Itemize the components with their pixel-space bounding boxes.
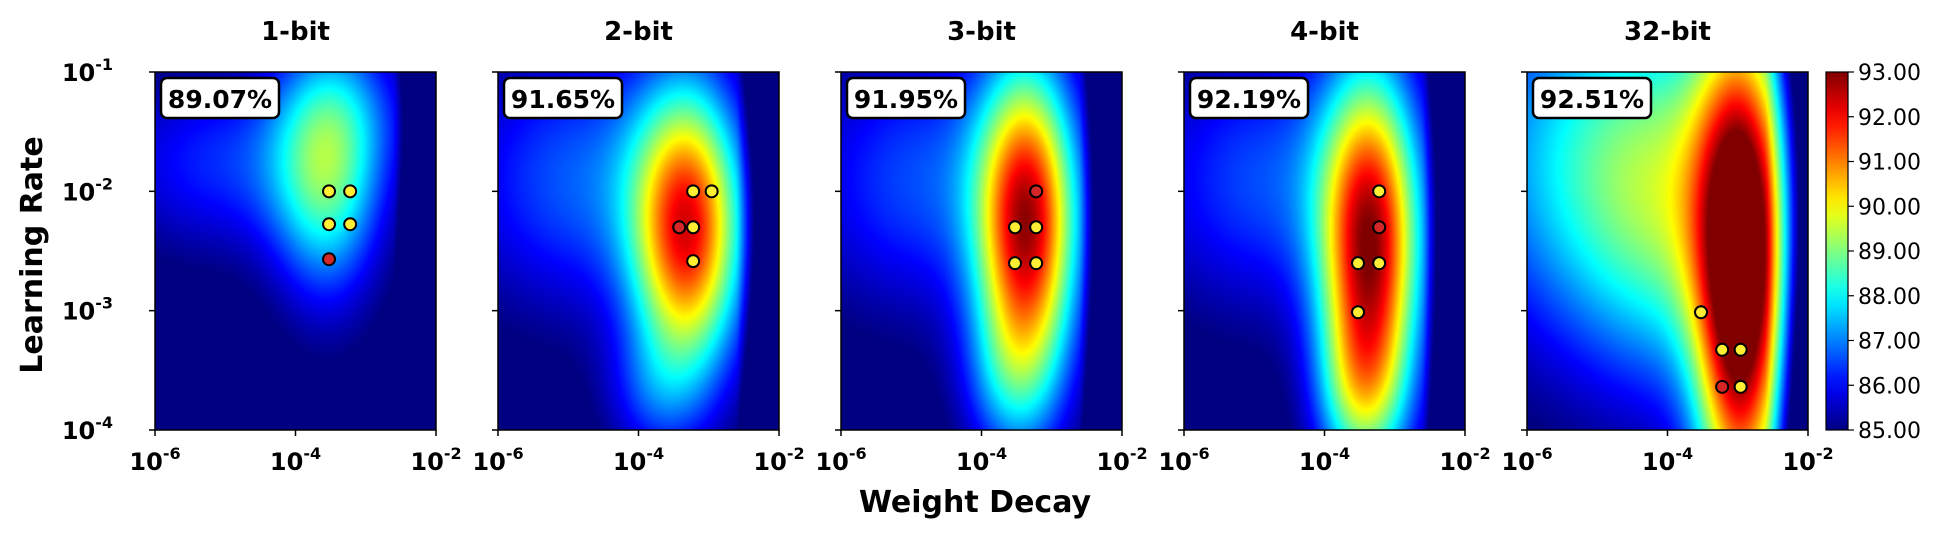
best-accuracy-label: 91.65%	[511, 85, 615, 114]
x-tick-label: 10-6	[1501, 444, 1552, 476]
top-config-point	[343, 217, 358, 232]
colorbar-tick-label: 88.00	[1858, 285, 1921, 310]
best-accuracy-box: 89.07%	[159, 76, 281, 120]
top-config-point	[1733, 342, 1748, 357]
x-axis-label: Weight Decay	[859, 485, 1092, 520]
y-tick-label: 10-4	[62, 413, 113, 445]
best-config-point	[1372, 220, 1387, 235]
panel-title: 4-bit	[1290, 17, 1359, 47]
heatmap-panel: 32-bit 92.51% 10-6 10-4 10-2	[1501, 17, 1833, 476]
best-config-point	[322, 252, 337, 267]
colorbar: 85.00 86.00 87.00 88.00 89.00 90.00 91.00 92.00…	[1825, 61, 1921, 444]
top-config-point	[686, 220, 701, 235]
top-config-point	[1008, 256, 1023, 271]
x-tick-label: 10-2	[1782, 444, 1833, 476]
x-tick-label: 10-4	[613, 444, 664, 476]
top-config-point	[1351, 305, 1366, 320]
colorbar-tick-label: 90.00	[1858, 195, 1921, 220]
best-accuracy-label: 92.51%	[1540, 85, 1644, 114]
y-tick-label: 10-3	[62, 294, 113, 326]
heatmap-surface	[841, 72, 1122, 430]
colorbar-tick-label: 89.00	[1858, 240, 1921, 265]
x-tick-label: 10-6	[815, 444, 866, 476]
y-axis-label: Learning Rate	[15, 136, 50, 373]
y-tick-label: 10-1	[62, 55, 113, 87]
top-config-point	[1029, 220, 1044, 235]
best-accuracy-box: 92.19%	[1188, 76, 1310, 120]
colorbar-tick-label: 85.00	[1858, 419, 1921, 444]
x-tick-label: 10-2	[753, 444, 804, 476]
top-config-point	[343, 184, 358, 199]
colorbar-tick-label: 87.00	[1858, 330, 1921, 355]
best-config-point	[1029, 184, 1044, 199]
top-config-point	[1351, 256, 1366, 271]
best-accuracy-label: 92.19%	[1197, 85, 1301, 114]
panel-title: 2-bit	[604, 17, 673, 47]
top-config-point	[1372, 184, 1387, 199]
panel-title: 1-bit	[261, 17, 330, 47]
colorbar-tick-label: 86.00	[1858, 374, 1921, 399]
x-tick-label: 10-2	[410, 444, 461, 476]
top-config-point	[1733, 379, 1748, 394]
colorbar-tick-label: 91.00	[1858, 151, 1921, 176]
x-tick-label: 10-6	[129, 444, 180, 476]
top-config-point	[322, 184, 337, 199]
heatmap-panel: 1-bit 89.07% 10-6 10-4 10-2 10-4 10-3 10-2 10-1	[62, 17, 462, 476]
best-accuracy-label: 91.95%	[854, 85, 958, 114]
panel-title: 32-bit	[1624, 17, 1711, 47]
y-tick-label: 10-2	[62, 174, 113, 206]
top-config-point	[1008, 220, 1023, 235]
x-tick-label: 10-2	[1439, 444, 1490, 476]
top-config-point	[1372, 256, 1387, 271]
best-accuracy-label: 89.07%	[168, 85, 272, 114]
x-tick-label: 10-4	[1642, 444, 1693, 476]
best-config-point	[1715, 379, 1730, 394]
heatmap-panels: 1-bit 89.07% 10-6 10-4 10-2 10-4 10-3 10-2 10-1 2…	[62, 17, 1834, 476]
heatmap-surface	[1527, 72, 1808, 430]
heatmap-panel: 4-bit 92.19% 10-6 10-4 10-2	[1158, 17, 1490, 476]
top-config-point	[1029, 256, 1044, 271]
x-tick-label: 10-4	[1299, 444, 1350, 476]
best-config-point	[672, 220, 687, 235]
x-tick-label: 10-6	[472, 444, 523, 476]
best-accuracy-box: 91.65%	[502, 76, 624, 120]
top-config-point	[686, 184, 701, 199]
colorbar-tick-label: 93.00	[1858, 61, 1921, 86]
x-tick-label: 10-4	[270, 444, 321, 476]
heatmap-surface	[498, 72, 779, 430]
heatmap-panel: 3-bit 91.95% 10-6 10-4 10-2	[815, 17, 1147, 476]
top-config-point	[322, 217, 337, 232]
top-config-point	[1694, 305, 1709, 320]
top-config-point	[704, 184, 719, 199]
x-tick-label: 10-4	[956, 444, 1007, 476]
colorbar-gradient	[1825, 71, 1849, 431]
heatmap-surface	[155, 72, 436, 430]
heatmap-surface	[1184, 72, 1465, 430]
best-accuracy-box: 91.95%	[845, 76, 967, 120]
top-config-point	[1715, 342, 1730, 357]
colorbar-tick-label: 92.00	[1858, 106, 1921, 131]
x-tick-label: 10-2	[1096, 444, 1147, 476]
x-tick-label: 10-6	[1158, 444, 1209, 476]
best-accuracy-box: 92.51%	[1531, 76, 1653, 120]
heatmap-panel: 2-bit 91.65% 10-6 10-4 10-2	[472, 17, 804, 476]
panel-title: 3-bit	[947, 17, 1016, 47]
top-config-point	[686, 254, 701, 269]
